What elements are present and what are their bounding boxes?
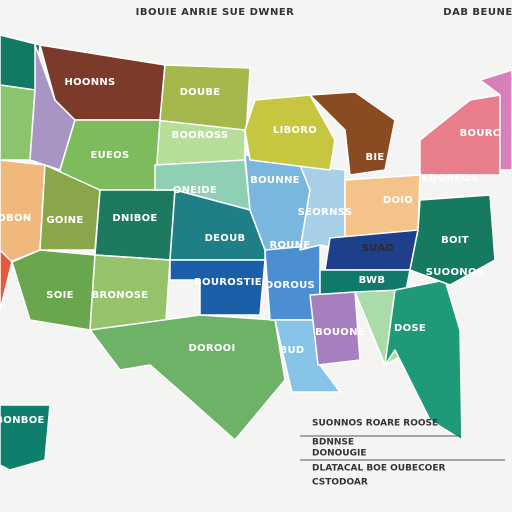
- state-label: HOONNS: [64, 77, 115, 88]
- state-label: BOOROSS: [172, 130, 229, 141]
- state-label: BIE: [365, 152, 384, 163]
- state-label: DOROUS: [265, 280, 315, 291]
- region: [0, 404, 51, 471]
- state-label: SEORNSS: [298, 207, 353, 218]
- state-label: GOINE: [46, 215, 83, 226]
- region: [384, 279, 463, 441]
- region: [409, 194, 496, 286]
- state-label: BONBOE: [0, 415, 45, 426]
- corner-label: DAB BEUNE: [443, 7, 512, 18]
- region: [11, 249, 96, 331]
- state-label: EUEOS: [91, 150, 130, 161]
- state-label: DOSE: [394, 323, 426, 334]
- state-label: DEOUB: [205, 233, 246, 244]
- state-label: SUOONOS: [426, 267, 485, 278]
- state-label: DNIBOE: [112, 213, 157, 224]
- region: [0, 249, 13, 311]
- legend-text: CSTODOAR: [312, 478, 368, 488]
- state-label: DOIO: [383, 195, 413, 206]
- state-label: SUAD: [362, 243, 394, 254]
- region: [309, 91, 396, 176]
- state-label: BRONOSE: [92, 290, 149, 301]
- regions: [0, 34, 512, 471]
- state-label: BOUONE: [315, 327, 365, 338]
- state-label: DOUBE: [180, 87, 221, 98]
- region: [344, 174, 421, 239]
- region: [94, 189, 176, 261]
- legend-text: SUONNOS ROARE ROOSE: [312, 419, 438, 429]
- region: [299, 164, 346, 251]
- region: [0, 34, 41, 91]
- region: [89, 314, 286, 441]
- state-label: BOIT: [441, 235, 469, 246]
- state-label: EDOREOS: [422, 173, 478, 184]
- region: [479, 69, 512, 171]
- state-label: BUD: [280, 345, 305, 356]
- legend-text: DONOUGIE: [312, 449, 367, 459]
- state-label: BWB: [359, 275, 386, 286]
- state-label: DIOBON: [0, 213, 31, 224]
- legend: SUONNOS ROARE ROOSE BDNNSE DONOUGIE DLAT…: [300, 419, 505, 488]
- state-label: LIBORO: [273, 125, 317, 136]
- state-label: BOUNNE: [250, 175, 300, 186]
- legend-text: BDNNSE: [312, 438, 354, 448]
- state-label: SOIE: [46, 290, 73, 301]
- map-title: IBOUIE ANRIE SUE DWNER: [136, 7, 295, 18]
- state-label: ONEIDE: [173, 185, 217, 196]
- state-label: BOURC: [460, 128, 501, 139]
- region: [0, 84, 36, 161]
- state-labels: HOONNS DOUBE LIBORO BOOROSS EUEOS ONEIDE…: [0, 77, 500, 426]
- state-label: BOUROSTIE: [194, 277, 262, 288]
- state-label: ROUNE: [269, 240, 310, 251]
- region: [309, 291, 361, 366]
- region: [274, 319, 341, 393]
- legend-text: DLATACAL BOE OUBECOER: [312, 464, 445, 474]
- state-label: DOROOI: [188, 343, 235, 354]
